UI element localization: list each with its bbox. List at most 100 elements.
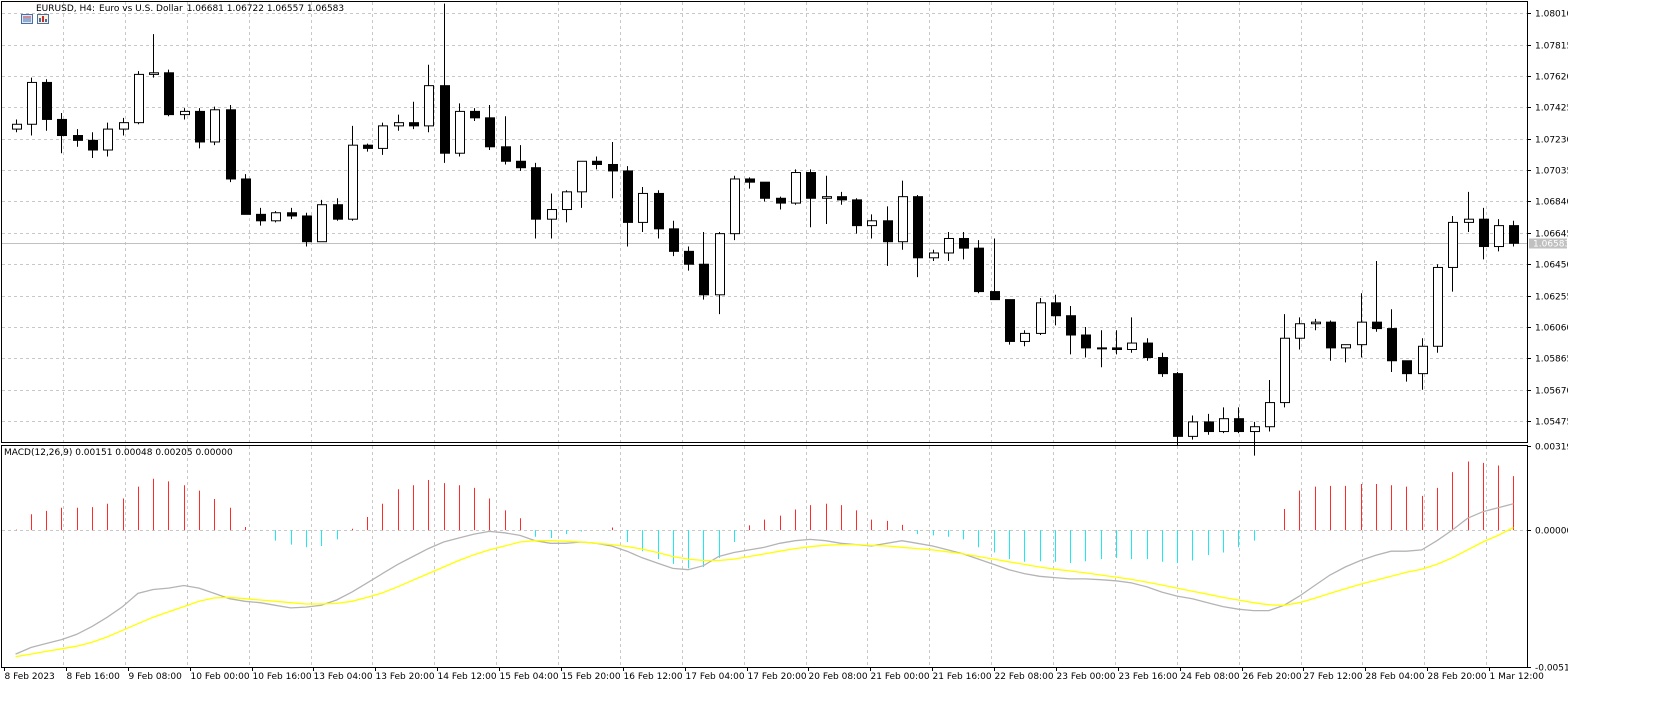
bear-candle bbox=[592, 160, 602, 165]
bull-candle bbox=[271, 212, 281, 222]
bull-candle bbox=[1020, 332, 1030, 342]
bear-candle bbox=[1372, 321, 1382, 330]
depth-of-market-icon[interactable] bbox=[20, 4, 50, 24]
bull-candle bbox=[149, 72, 159, 75]
bull-candle bbox=[1188, 421, 1198, 437]
bull-candle bbox=[929, 252, 939, 259]
price-tick-label: 1.07035 bbox=[1535, 167, 1568, 177]
time-tick-label: 21 Feb 16:00 bbox=[933, 672, 992, 682]
bear-candle bbox=[852, 199, 862, 227]
price-panel bbox=[2, 3, 1527, 456]
bull-candle bbox=[1097, 347, 1107, 350]
chart-settings-icon[interactable] bbox=[4, 4, 34, 24]
price-tick-label: 1.05475 bbox=[1535, 418, 1568, 428]
bear-candle bbox=[1509, 225, 1519, 244]
bear-candle bbox=[974, 247, 984, 293]
bull-candle bbox=[1341, 344, 1351, 349]
bull-candle bbox=[562, 191, 572, 211]
bull-candle bbox=[898, 196, 908, 243]
time-tick-label: 13 Feb 04:00 bbox=[314, 672, 373, 682]
chart-canvas[interactable]: 1.08010 1.07815 1.07620 1.07425 1.07230 1.070… bbox=[0, 0, 1576, 685]
bull-candle bbox=[944, 237, 954, 254]
bull-candle bbox=[867, 220, 877, 227]
price-tick-label: 1.06840 bbox=[1535, 198, 1568, 208]
time-tick-label: 20 Feb 08:00 bbox=[809, 672, 868, 682]
price-tick-label: 1.06255 bbox=[1535, 293, 1568, 303]
time-tick-label: 14 Feb 12:00 bbox=[438, 672, 497, 682]
price-tick-label: 1.08010 bbox=[1535, 10, 1568, 20]
bear-candle bbox=[608, 163, 618, 172]
bull-candle bbox=[638, 192, 648, 223]
price-panel-border bbox=[1, 1, 1528, 443]
bear-candle bbox=[1387, 328, 1397, 362]
macd-panel-border bbox=[1, 445, 1528, 668]
ohlc-values: 1.06681 1.06722 1.06557 1.06583 bbox=[186, 4, 345, 14]
time-tick-label: 28 Feb 20:00 bbox=[1428, 672, 1487, 682]
bull-candle bbox=[1433, 266, 1443, 347]
bull-candle bbox=[822, 196, 832, 199]
price-tick-label: 1.07620 bbox=[1535, 73, 1568, 83]
bear-candle bbox=[73, 135, 83, 141]
bear-candle bbox=[684, 250, 694, 265]
bear-candle bbox=[806, 172, 816, 199]
bear-candle bbox=[959, 237, 969, 249]
bull-candle bbox=[27, 81, 37, 125]
bear-candle bbox=[913, 196, 923, 259]
time-tick-label: 21 Feb 00:00 bbox=[871, 672, 930, 682]
bull-candle bbox=[12, 123, 22, 130]
bear-candle bbox=[226, 109, 236, 180]
bear-candle bbox=[409, 122, 419, 127]
bull-candle bbox=[1494, 225, 1504, 248]
macd-panel bbox=[15, 461, 1514, 658]
price-tick-label: 1.06450 bbox=[1535, 261, 1568, 271]
time-tick-label: 16 Feb 12:00 bbox=[624, 672, 683, 682]
bear-candle bbox=[1234, 418, 1244, 433]
bull-candle bbox=[103, 128, 113, 151]
time-tick-label: 10 Feb 00:00 bbox=[191, 672, 250, 682]
time-tick-label: 17 Feb 04:00 bbox=[686, 672, 745, 682]
bear-candle bbox=[485, 117, 495, 148]
bear-candle bbox=[623, 170, 633, 223]
bull-candle bbox=[210, 109, 220, 143]
time-tick-label: 27 Feb 12:00 bbox=[1304, 672, 1363, 682]
bear-candle bbox=[195, 110, 205, 143]
time-tick-label: 26 Feb 20:00 bbox=[1243, 672, 1302, 682]
time-tick-label: 24 Feb 08:00 bbox=[1181, 672, 1240, 682]
bull-candle bbox=[730, 178, 740, 235]
bear-candle bbox=[1005, 299, 1015, 342]
bull-candle bbox=[180, 110, 190, 116]
bull-candle bbox=[577, 160, 587, 193]
time-tick-label: 23 Feb 16:00 bbox=[1119, 672, 1178, 682]
bear-candle bbox=[776, 197, 786, 204]
chart-window: 1.08010 1.07815 1.07620 1.07425 1.07230 1.070… bbox=[0, 0, 1576, 685]
bear-candle bbox=[1066, 315, 1076, 336]
time-tick-label: 17 Feb 20:00 bbox=[748, 672, 807, 682]
price-tick-label: 1.07815 bbox=[1535, 42, 1568, 52]
bull-candle bbox=[119, 122, 129, 130]
bear-candle bbox=[1051, 302, 1061, 317]
time-tick-label: 15 Feb 04:00 bbox=[500, 672, 559, 682]
bear-candle bbox=[88, 139, 98, 151]
time-tick-label: 23 Feb 00:00 bbox=[1057, 672, 1116, 682]
bear-candle bbox=[516, 160, 526, 169]
bull-candle bbox=[1464, 218, 1474, 223]
macd-tick-label: 0.00000 bbox=[1535, 527, 1568, 537]
symbol-header: EURUSD, H4: Euro vs U.S. Dollar 1.06681 … bbox=[4, 4, 345, 24]
bear-candle bbox=[1143, 342, 1153, 359]
bear-candle bbox=[837, 196, 847, 201]
symbol-label: EURUSD, H4: bbox=[36, 4, 96, 14]
time-tick-label: 15 Feb 20:00 bbox=[562, 672, 621, 682]
bear-candle bbox=[1204, 421, 1214, 433]
bull-candle bbox=[348, 144, 358, 220]
bear-candle bbox=[531, 167, 541, 220]
price-tick-label: 1.07230 bbox=[1535, 136, 1568, 146]
bull-candle bbox=[1219, 418, 1229, 433]
grid bbox=[2, 2, 1527, 667]
time-tick-label: 22 Feb 08:00 bbox=[995, 672, 1054, 682]
bear-candle bbox=[1173, 373, 1183, 437]
bull-candle bbox=[378, 125, 388, 149]
bear-candle bbox=[57, 118, 67, 137]
bull-candle bbox=[547, 209, 557, 220]
bull-candle bbox=[134, 73, 144, 124]
bear-candle bbox=[883, 220, 893, 243]
